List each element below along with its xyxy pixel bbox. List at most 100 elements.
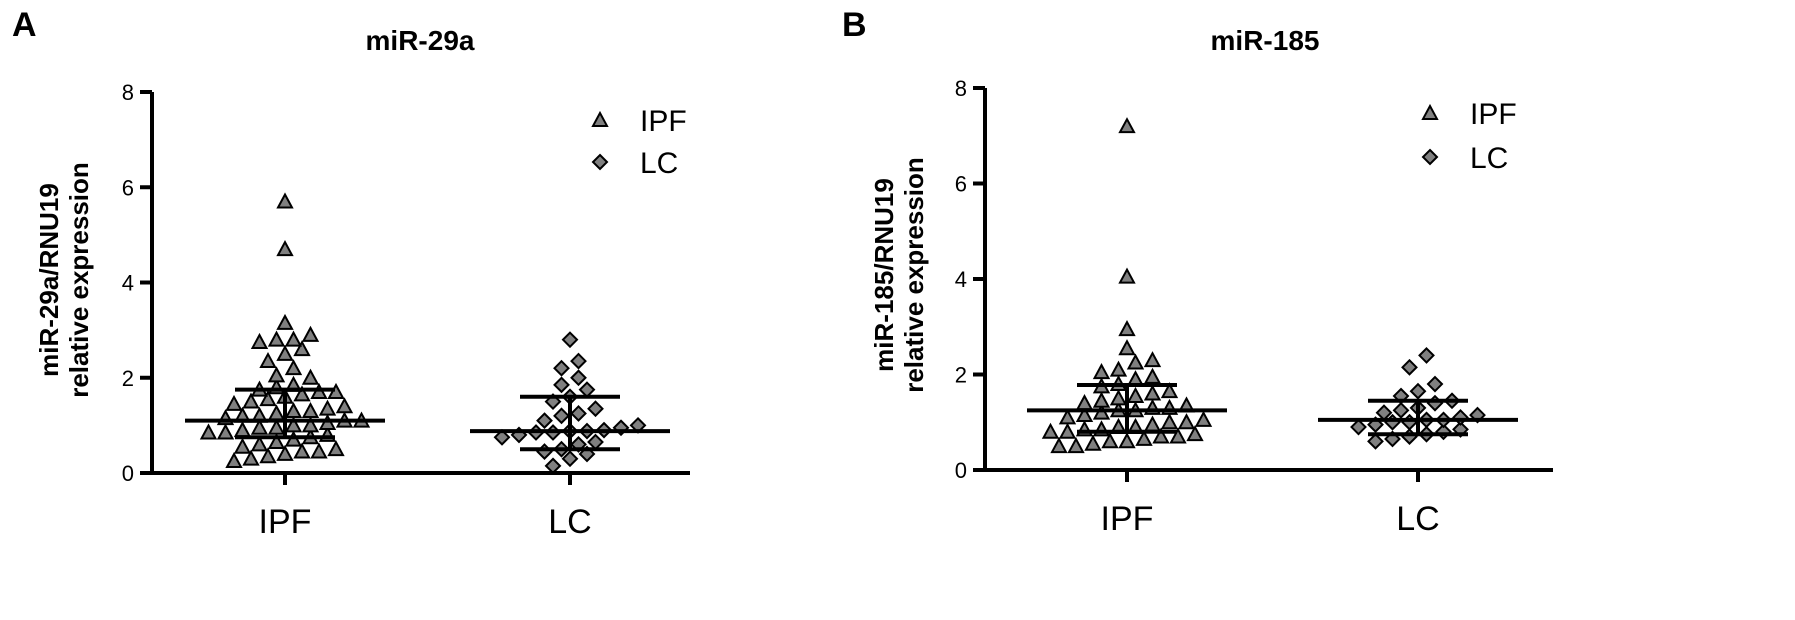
y-axis-label-b-line1: miR-185/RNU19 — [869, 178, 899, 372]
data-point-triangle — [250, 332, 269, 349]
data-point-triangle — [259, 351, 277, 369]
data-point-diamond — [561, 331, 579, 349]
legend-entry-label: IPF — [640, 105, 687, 138]
y-tick-label: 2 — [955, 363, 967, 388]
y-axis-ticks-b: 0 2 4 6 8 — [955, 76, 985, 483]
data-point-triangle — [1041, 422, 1060, 439]
y-tick-label: 8 — [955, 76, 967, 101]
data-point-triangle — [284, 401, 303, 419]
data-point-triangle — [284, 416, 303, 433]
data-point-triangle — [1143, 384, 1162, 401]
data-point-triangle — [276, 444, 294, 461]
y-tick-label: 0 — [122, 461, 134, 486]
data-point-triangle — [1160, 382, 1179, 399]
data-point-triangle — [1118, 339, 1136, 356]
data-point-triangle — [301, 416, 320, 433]
data-point-triangle — [1152, 427, 1170, 444]
y-tick-label: 4 — [955, 267, 967, 292]
axes-a — [150, 92, 690, 475]
data-point-triangle — [1143, 367, 1162, 384]
data-point-triangle — [1118, 432, 1136, 449]
y-tick-label: 2 — [122, 366, 134, 391]
data-point-triangle — [276, 192, 294, 209]
data-point-triangle — [1160, 413, 1179, 430]
data-point-triangle — [267, 418, 286, 435]
data-point-triangle — [301, 368, 320, 385]
data-point-triangle — [267, 404, 286, 421]
data-point-triangle — [225, 394, 243, 411]
data-point-triangle — [318, 399, 337, 416]
data-point-triangle — [1050, 437, 1068, 454]
x-category-label: LC — [548, 503, 591, 541]
data-point-triangle — [293, 442, 311, 459]
legend-b: IPF LC — [1421, 98, 1517, 175]
data-point-triangle — [310, 442, 328, 459]
data-point-triangle — [301, 325, 320, 342]
data-point-triangle — [250, 418, 269, 435]
data-point-triangle — [301, 401, 320, 419]
data-point-diamond — [1426, 394, 1444, 412]
data-point-triangle — [1118, 320, 1136, 337]
median-iqr-bars-a — [185, 387, 670, 452]
data-point-diamond — [1452, 409, 1469, 426]
data-point-triangle — [242, 449, 260, 466]
data-point-triangle — [250, 435, 269, 452]
x-axis-categories-b: IPF LC — [1101, 470, 1440, 538]
x-axis-categories-a: IPF LC — [259, 473, 592, 541]
axes-b — [983, 88, 1553, 472]
data-point-diamond — [553, 359, 570, 377]
y-tick-label: 6 — [122, 175, 134, 200]
data-point-triangle — [335, 397, 354, 414]
chart-panel-a: A miR-29a miR-29a/RNU19 relative express… — [12, 6, 690, 541]
data-point-triangle — [276, 313, 294, 330]
data-point-triangle — [216, 423, 235, 440]
data-point-diamond — [1392, 401, 1410, 419]
x-category-label: IPF — [1101, 500, 1154, 538]
data-point-diamond — [570, 405, 587, 422]
panel-letter-a: A — [12, 6, 37, 44]
panel-letter-b: B — [842, 6, 867, 44]
data-point-triangle — [259, 447, 277, 464]
data-point-diamond — [561, 450, 579, 468]
data-point-triangle — [1058, 408, 1077, 425]
data-point-triangle — [293, 340, 311, 357]
data-point-diamond — [493, 428, 511, 446]
data-point-diamond — [587, 433, 604, 451]
data-point-diamond — [570, 369, 587, 387]
data-point-triangle — [1109, 360, 1128, 377]
legend-entry-label: IPF — [1470, 98, 1517, 131]
y-tick-label: 0 — [955, 458, 967, 483]
data-point-triangle — [1126, 386, 1145, 403]
data-point-triangle — [1075, 394, 1094, 411]
data-point-triangle — [1118, 117, 1136, 134]
data-point-diamond — [578, 381, 596, 399]
data-point-triangle — [1058, 422, 1077, 439]
y-axis-label-a-line1: miR-29a/RNU19 — [34, 183, 64, 377]
data-point-triangle — [242, 392, 260, 409]
data-point-diamond — [1418, 346, 1435, 364]
x-category-label: LC — [1396, 500, 1439, 538]
data-point-diamond — [587, 400, 604, 418]
data-point-triangle — [1109, 389, 1128, 406]
data-point-triangle — [233, 437, 252, 454]
data-point-triangle — [267, 432, 286, 449]
data-point-triangle — [1194, 410, 1213, 427]
data-point-triangle — [225, 451, 243, 469]
data-point-triangle — [1143, 351, 1162, 368]
legend-diamond-icon — [591, 153, 609, 171]
chart-title-a: miR-29a — [366, 25, 475, 56]
legend-triangle-icon — [591, 110, 609, 127]
y-axis-label-a-line2: relative expression — [64, 162, 94, 398]
y-axis-label-b-line2: relative expression — [899, 157, 929, 393]
data-point-triangle — [1118, 267, 1136, 284]
data-point-triangle — [276, 344, 294, 361]
chart-title-b: miR-185 — [1211, 25, 1320, 56]
data-point-triangle — [233, 421, 252, 438]
data-point-diamond — [1350, 418, 1367, 436]
data-point-triangle — [1126, 353, 1145, 370]
legend-entry-label: LC — [1470, 142, 1508, 175]
data-point-triangle — [1084, 434, 1102, 451]
data-point-diamond — [544, 457, 562, 475]
data-point-diamond — [536, 443, 553, 460]
